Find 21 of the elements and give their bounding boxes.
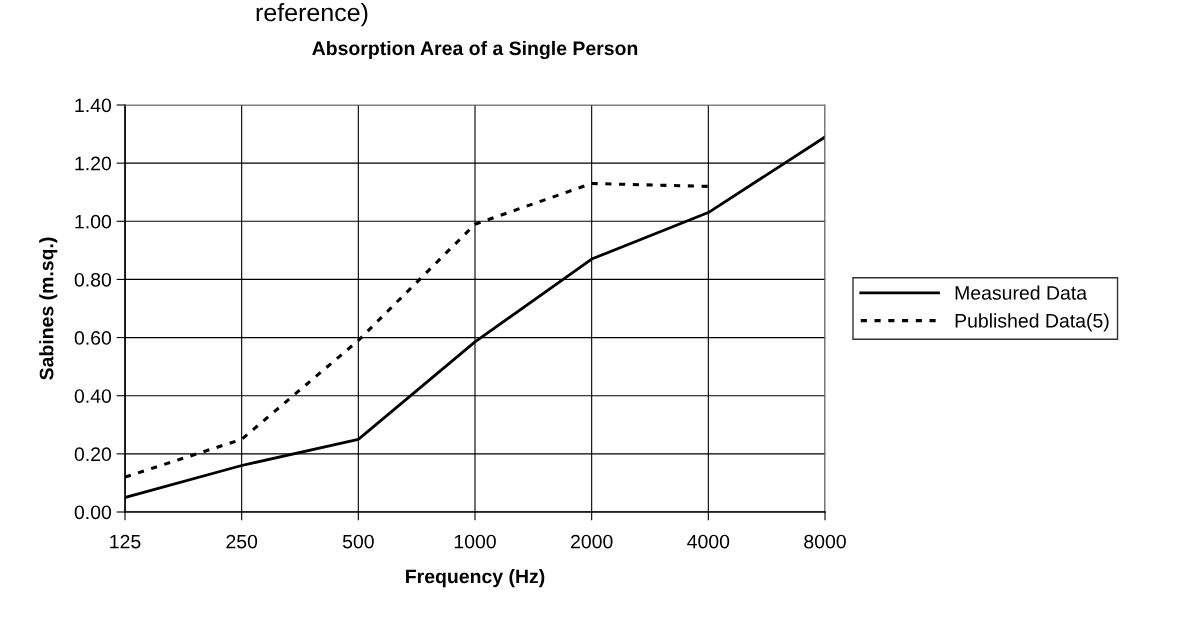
y-axis-title: Sabines (m.sq.) <box>39 237 58 380</box>
legend-label: Measured Data <box>955 285 1088 300</box>
chart-title: Absorption Area of a Single Person <box>312 40 638 60</box>
x-tick-label: 1000 <box>454 534 496 549</box>
x-tick-label: 125 <box>110 534 141 549</box>
y-tick-label: 0.60 <box>74 331 112 345</box>
y-tick-label: 0.40 <box>74 389 112 403</box>
legend-label: Published Data(5) <box>955 313 1109 332</box>
x-tick-label: 8000 <box>804 534 846 549</box>
y-tick-label: 0.80 <box>74 272 112 287</box>
y-tick-label: 1.00 <box>75 214 112 229</box>
y-tick-label: 1.40 <box>75 98 112 113</box>
x-tick-label: 250 <box>226 534 258 549</box>
x-axis-title: Frequency (Hz) <box>406 569 545 588</box>
y-tick-label: 0.20 <box>74 447 112 462</box>
x-tick-label: 4000 <box>687 534 730 549</box>
text: reference) <box>256 3 368 27</box>
y-tick-label: 1.20 <box>75 156 112 171</box>
x-tick-label: 2000 <box>571 534 613 549</box>
y-tick-label: 0.00 <box>74 505 112 520</box>
x-tick-label: 500 <box>342 534 374 549</box>
